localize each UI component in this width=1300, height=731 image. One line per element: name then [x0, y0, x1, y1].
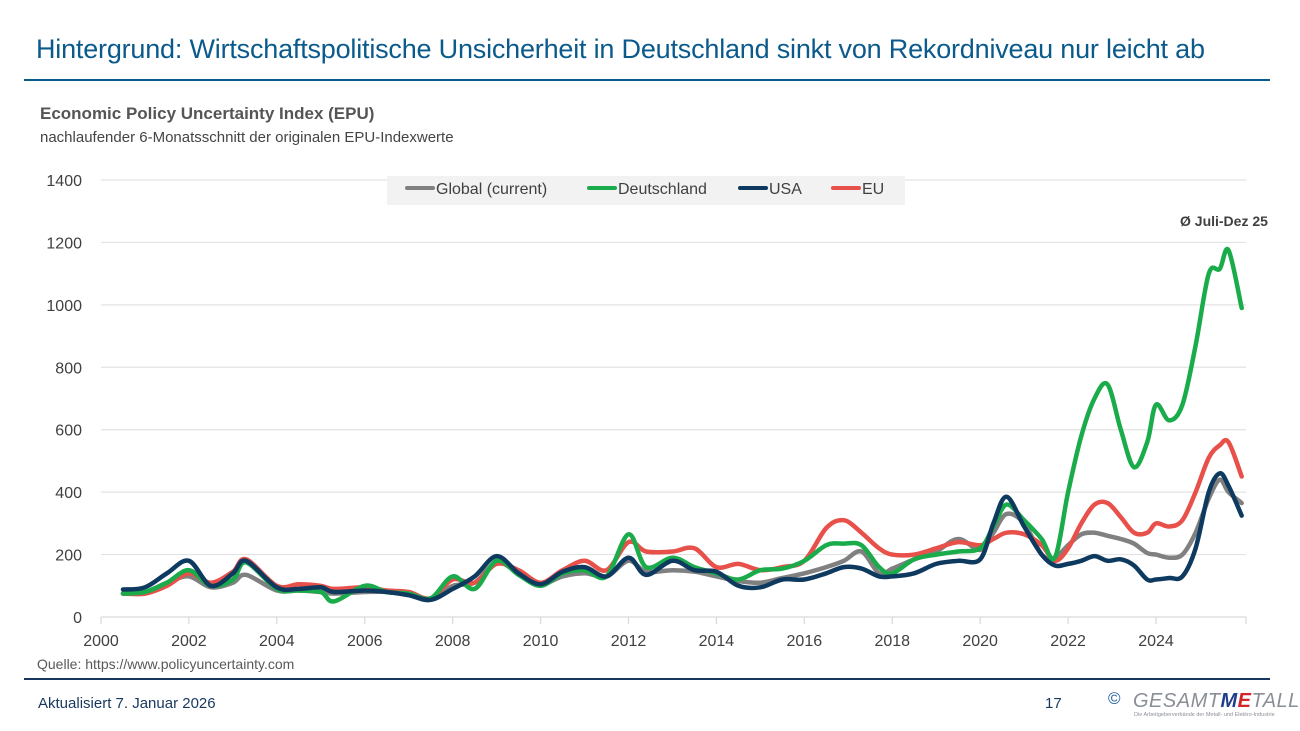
x-tick-label: 2024 [1138, 633, 1174, 650]
copyright-icon: © [1108, 689, 1121, 708]
y-tick-label: 600 [55, 423, 82, 440]
legend-label-eu: EU [862, 181, 885, 198]
gridlines [101, 179, 1246, 556]
footer-divider [24, 678, 1270, 680]
logo-text-suffix: TALL [1251, 690, 1300, 712]
x-tick-label: 2016 [787, 633, 823, 650]
series-lines [120, 246, 1244, 604]
updated-date: Aktualisiert 7. Januar 2026 [38, 695, 216, 712]
chart-legend: Global (current) Deutschland USA EU [387, 176, 905, 205]
y-axis: 0 200 400 600 800 1000 1200 1400 [46, 173, 82, 627]
title-divider [24, 79, 1270, 81]
legend-swatch-global [405, 185, 435, 190]
chart-annotation: Ø Juli-Dez 25 [1180, 213, 1268, 229]
legend-item-usa: USA [738, 181, 802, 199]
chart-title: Economic Policy Uncertainty Index (EPU) [40, 104, 375, 123]
page-number: 17 [1045, 695, 1062, 712]
logo-tagline: Die Arbeitgeberverbände der Metall- und … [1134, 712, 1275, 718]
legend-item-eu: EU [831, 181, 884, 199]
legend-swatch-eu [831, 185, 861, 190]
y-tick-label: 800 [55, 360, 82, 377]
x-tick-label: 2002 [171, 633, 207, 650]
logo-text-prefix: GESAMT [1133, 690, 1221, 712]
legend-label-deutschland: Deutschland [618, 181, 707, 198]
y-tick-label: 1400 [46, 173, 82, 190]
x-tick-label: 2020 [962, 633, 998, 650]
y-tick-label: 0 [73, 610, 82, 627]
series-line-deutschland [120, 246, 1244, 604]
logo-text-m: M [1220, 690, 1238, 712]
legend-label-global: Global (current) [436, 181, 548, 198]
x-tick-label: 2022 [1050, 633, 1086, 650]
logo-wordmark: GESAMTMETALL [1133, 690, 1300, 713]
x-tick-label: 2010 [523, 633, 559, 650]
y-tick-label: 400 [55, 485, 82, 502]
x-tick-label: 2014 [699, 633, 735, 650]
x-tick-label: 2004 [259, 633, 295, 650]
legend-swatch-usa [738, 185, 768, 190]
y-tick-label: 1200 [46, 235, 82, 252]
x-axis: 2000 2002 2004 2006 2008 2010 2012 2014 2016 2018… [83, 616, 1247, 650]
x-tick-label: 2000 [83, 633, 119, 650]
y-tick-label: 200 [55, 548, 82, 565]
legend-item-deutschland: Deutschland [587, 181, 707, 199]
gesamtmetall-logo: © GESAMTMETALL Die Arbeitgeberverbände d… [1108, 689, 1299, 722]
logo-text-e: E [1237, 690, 1252, 712]
x-tick-label: 2018 [874, 633, 910, 650]
x-tick-label: 2008 [435, 633, 471, 650]
chart-subtitle: nachlaufender 6-Monatsschnitt der origin… [40, 129, 454, 146]
x-tick-label: 2006 [347, 633, 383, 650]
series-line-usa [120, 471, 1244, 603]
legend-label-usa: USA [769, 181, 802, 198]
slide-title: Hintergrund: Wirtschaftspolitische Unsic… [36, 34, 1205, 64]
x-tick-label: 2012 [611, 633, 647, 650]
y-tick-label: 1000 [46, 298, 82, 315]
legend-item-global: Global (current) [405, 181, 547, 199]
legend-swatch-deutschland [587, 185, 617, 190]
source-note: Quelle: https://www.policyuncertainty.co… [37, 656, 295, 672]
